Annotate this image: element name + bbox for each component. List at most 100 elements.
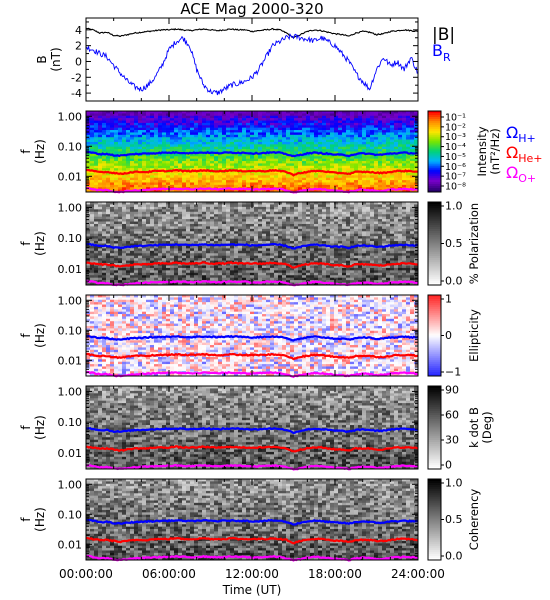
spectrogram-cell <box>126 170 131 174</box>
spectrogram-cell <box>258 122 263 126</box>
spectrogram-cell <box>246 241 251 244</box>
spectrogram-cell <box>390 153 395 157</box>
spectrogram-cell <box>94 267 99 271</box>
spectrogram-cell <box>158 221 163 225</box>
spectrogram-cell <box>178 211 183 215</box>
spectrogram-cell <box>130 253 135 256</box>
spectrogram-cell <box>102 211 107 215</box>
spectrogram-cell <box>318 209 323 213</box>
spectrogram-cell <box>130 141 135 145</box>
spectrogram-cell <box>206 258 211 261</box>
spectrogram-cell <box>286 168 291 171</box>
spectrogram-cell <box>342 163 347 167</box>
spectrogram-cell <box>138 236 143 239</box>
spectrogram-cell <box>242 130 247 133</box>
spectrogram-cell <box>210 146 215 150</box>
spectrogram-cell <box>214 132 219 136</box>
spectrogram-cell <box>330 144 335 148</box>
spectrogram-cell <box>258 182 263 186</box>
spectrogram-cell <box>274 221 279 225</box>
spectrogram-cell <box>178 170 183 174</box>
spectrogram-cell <box>394 187 399 190</box>
spectrogram-cell <box>206 209 211 213</box>
spectrogram-cell <box>110 255 115 259</box>
spectrogram-cell <box>402 175 407 178</box>
spectrogram-cell <box>110 258 115 261</box>
spectrogram-cell <box>246 161 251 164</box>
spectrogram-cell <box>410 139 415 143</box>
spectrogram-cell <box>98 120 103 124</box>
spectrogram-cell <box>254 111 259 114</box>
spectrogram-cell <box>358 189 363 193</box>
spectrogram-cell <box>162 267 167 271</box>
spectrogram-cell <box>246 130 251 133</box>
spectrogram-cell <box>162 236 167 239</box>
spectrogram-cell <box>290 277 295 281</box>
spectrogram-cell <box>162 172 167 176</box>
spectrogram-cell <box>358 165 363 169</box>
spectrogram-cell <box>334 113 339 117</box>
spectrogram-cell <box>218 130 223 133</box>
spectrogram-cell <box>186 115 191 119</box>
spectrogram-cell <box>290 250 295 254</box>
spectrogram-cell <box>286 219 291 222</box>
spectrogram-cell <box>178 226 183 230</box>
spectrogram-cell <box>270 228 275 232</box>
spectrogram-cell <box>122 132 127 136</box>
spectrogram-cell <box>206 113 211 117</box>
spectrogram-cell <box>270 219 275 222</box>
spectrogram-cell <box>214 248 219 252</box>
spectrogram-cell <box>162 137 167 140</box>
spectrogram-cell <box>262 206 267 210</box>
spectrogram-cell <box>110 118 115 121</box>
spectrogram-cell <box>326 141 331 145</box>
spectrogram-cell <box>118 275 123 278</box>
spectrogram-cell <box>302 113 307 117</box>
spectrogram-cell <box>286 248 291 252</box>
spectrogram-cell <box>102 258 107 261</box>
spectrogram-cell <box>198 146 203 150</box>
spectrogram-cell <box>278 250 283 254</box>
spectrogram-cell <box>154 260 159 264</box>
spectrogram-cell <box>210 209 215 213</box>
spectrogram-cell <box>282 282 287 286</box>
spectrogram-cell <box>138 149 143 152</box>
spectrogram-cell <box>206 206 211 210</box>
spectrogram-cell <box>242 270 247 274</box>
spectrogram-cell <box>270 175 275 178</box>
spectrogram-cell <box>278 130 283 133</box>
spectrogram-cell <box>382 172 387 176</box>
spectrogram-cell <box>238 130 243 133</box>
spectrogram-cell <box>158 132 163 136</box>
spectrogram-cell <box>190 111 195 114</box>
spectrogram-cell <box>94 216 99 220</box>
spectrogram-cell <box>214 180 219 183</box>
spectrogram-cell <box>242 177 247 181</box>
spectrogram-cell <box>222 141 227 145</box>
spectrogram-cell <box>398 184 403 188</box>
spectrogram-cell <box>254 146 259 150</box>
spectrogram-cell <box>342 139 347 143</box>
spectrogram-cell <box>242 122 247 126</box>
spectrogram-cell <box>122 241 127 244</box>
spectrogram-cell <box>254 202 259 205</box>
spectrogram-cell <box>138 161 143 164</box>
spectrogram-cell <box>238 231 243 235</box>
spectrogram-cell <box>414 144 419 148</box>
spectrogram-cell <box>166 223 171 227</box>
spectrogram-cell <box>174 141 179 145</box>
spectrogram-cell <box>146 272 151 276</box>
spectrogram-cell <box>118 111 123 114</box>
spectrogram-cell <box>254 219 259 222</box>
spectrogram-cell <box>102 233 107 237</box>
spectrogram-cell <box>286 277 291 281</box>
spectrogram-cell <box>106 127 111 131</box>
colorbar-segment <box>428 145 441 148</box>
spectrogram-cell <box>90 275 95 278</box>
spectrogram-cell <box>250 223 255 227</box>
spectrogram-cell <box>90 163 95 167</box>
spectrogram-cell <box>262 258 267 261</box>
spectrogram-cell <box>122 134 127 138</box>
spectrogram-cell <box>230 206 235 210</box>
spectrogram-cell <box>394 146 399 150</box>
